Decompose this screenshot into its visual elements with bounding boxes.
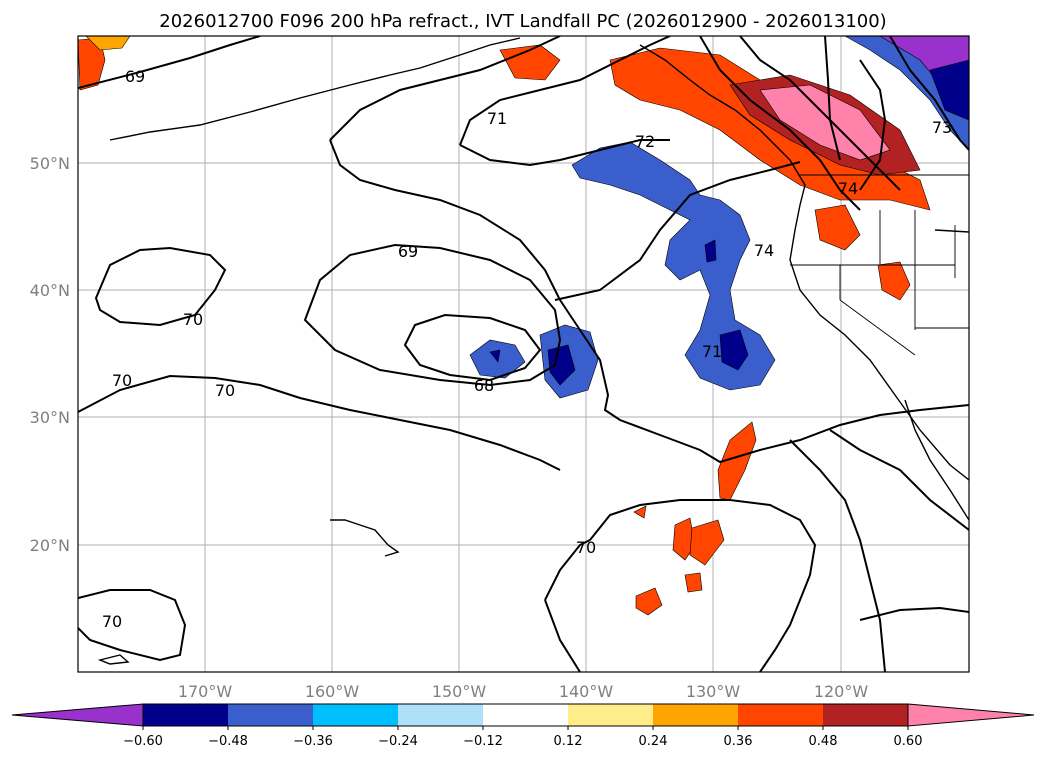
colorbar-segment — [313, 704, 398, 726]
colorbar-tick-label: −0.24 — [378, 734, 418, 749]
colorbar-tick-label: −0.12 — [463, 734, 503, 749]
colorbar-tick-label: 0.12 — [554, 734, 583, 749]
lon-label: 170°W — [178, 682, 233, 701]
contour-label: 68 — [474, 376, 494, 395]
lon-label: 160°W — [305, 682, 360, 701]
contour-label: 70 — [576, 538, 596, 557]
colorbar-segment — [483, 704, 568, 726]
contour-label: 70 — [102, 612, 122, 631]
colorbar-tick-label: 0.36 — [724, 734, 753, 749]
colorbar-tick-label: 0.48 — [809, 734, 838, 749]
lat-label: 50°N — [30, 154, 70, 173]
colorbar-tick-label: −0.48 — [208, 734, 248, 749]
map-frame — [77, 35, 970, 673]
lat-label: 30°N — [30, 408, 70, 427]
colorbar-tick-label: −0.36 — [293, 734, 333, 749]
colorbar-extend-high — [907, 703, 1035, 727]
contour-label: 71 — [487, 109, 507, 128]
colorbar-tick-label: −0.60 — [123, 734, 163, 749]
contour-label: 71 — [702, 342, 722, 361]
contour-label: 74 — [838, 179, 858, 198]
contour-lines — [78, 36, 969, 672]
colorbar-segment — [823, 704, 908, 726]
coastlines — [97, 37, 969, 665]
lon-label: 140°W — [559, 682, 614, 701]
colorbar-tick-label: 0.24 — [639, 734, 668, 749]
map-area: 69 71 72 69 70 70 70 68 74 74 73 71 70 7… — [78, 36, 969, 672]
colorbar-tick-label: 0.60 — [894, 734, 923, 749]
colorbar-segment — [228, 704, 313, 726]
shaded-anomalies — [78, 36, 969, 616]
colorbar: −0.60 −0.48 −0.36 −0.24 −0.12 0.12 0.24 0.36 0.4… — [11, 703, 1035, 749]
contour-label: 69 — [125, 67, 145, 86]
lat-label: 20°N — [30, 536, 70, 555]
contour-label: 74 — [754, 241, 774, 260]
colorbar-segment — [653, 704, 738, 726]
colorbar-segment — [398, 704, 483, 726]
contour-label: 70 — [215, 381, 235, 400]
contour-label: 72 — [635, 132, 655, 151]
contour-label: 70 — [183, 310, 203, 329]
contour-label: 70 — [112, 371, 132, 390]
colorbar-segment — [568, 704, 653, 726]
colorbar-extend-low — [11, 703, 144, 727]
contour-label: 69 — [398, 242, 418, 261]
colorbar-outline — [142, 703, 909, 727]
lon-label: 150°W — [432, 682, 487, 701]
figure-title: 2026012700 F096 200 hPa refract., IVT La… — [159, 11, 886, 32]
colorbar-segment — [143, 704, 228, 726]
lon-label: 120°W — [814, 682, 869, 701]
colorbar-segment — [738, 704, 823, 726]
contour-label: 73 — [932, 118, 952, 137]
lon-label: 130°W — [686, 682, 741, 701]
lat-label: 40°N — [30, 281, 70, 300]
